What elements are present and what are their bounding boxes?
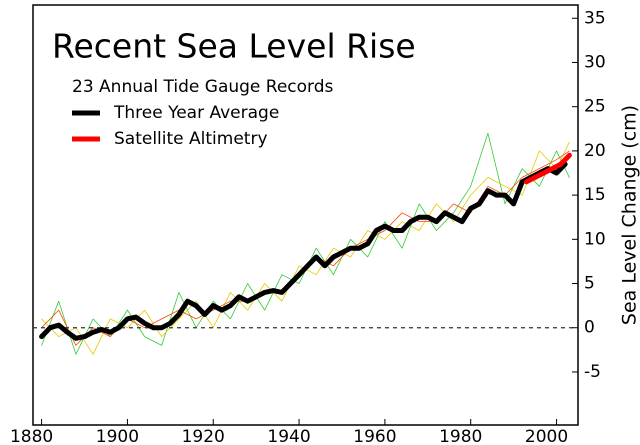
subtitle: 23 Annual Tide Gauge Records <box>72 77 334 97</box>
gauge-line <box>41 141 570 355</box>
y-tick-label: 25 <box>584 97 606 117</box>
x-tick-label: 1960 <box>353 427 396 445</box>
y-tick-label: 0 <box>584 318 595 338</box>
y-tick-label: 10 <box>584 229 606 249</box>
plot-frame <box>32 4 579 426</box>
series-line <box>39 161 568 341</box>
legend-label: Three Year Average <box>113 103 279 123</box>
y-tick-label: 35 <box>584 8 606 28</box>
y-tick-label: 20 <box>584 141 606 161</box>
gauge-line <box>41 150 570 346</box>
x-tick-label: 2000 <box>525 427 568 445</box>
y-tick-label: -5 <box>584 362 601 382</box>
y-tick-label: 30 <box>584 52 606 72</box>
y-tick-label: 15 <box>584 185 606 205</box>
chart-title: Recent Sea Level Rise <box>52 27 416 66</box>
x-tick-label: 1880 <box>10 427 53 445</box>
plot-area <box>33 132 578 355</box>
y-tick-label: 5 <box>584 274 595 294</box>
y-axis-label: Sea Level Change (cm) <box>619 105 640 325</box>
series-line <box>524 152 572 185</box>
x-tick-label: 1920 <box>182 427 225 445</box>
x-tick-label: 1980 <box>439 427 482 445</box>
gauge-line <box>41 132 570 355</box>
legend-label: Satellite Altimetry <box>114 129 268 149</box>
x-tick-label: 1900 <box>96 427 139 445</box>
x-tick-label: 1940 <box>267 427 310 445</box>
